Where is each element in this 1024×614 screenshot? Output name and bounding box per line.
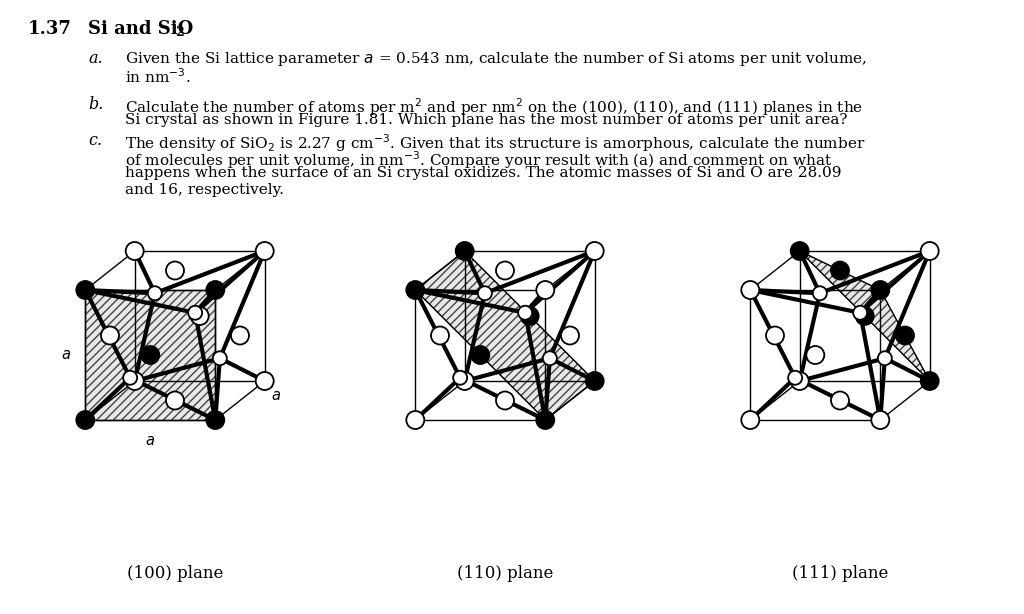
Circle shape bbox=[256, 242, 273, 260]
Circle shape bbox=[456, 242, 474, 260]
Text: 1.37: 1.37 bbox=[28, 20, 72, 38]
Circle shape bbox=[537, 411, 554, 429]
Circle shape bbox=[126, 372, 143, 390]
Circle shape bbox=[520, 307, 539, 325]
Circle shape bbox=[407, 411, 424, 429]
Circle shape bbox=[407, 281, 424, 299]
Text: $a$: $a$ bbox=[270, 389, 281, 403]
Text: c.: c. bbox=[88, 132, 102, 149]
Circle shape bbox=[126, 242, 143, 260]
Circle shape bbox=[123, 371, 137, 385]
Circle shape bbox=[806, 346, 824, 364]
Circle shape bbox=[741, 411, 760, 429]
Circle shape bbox=[871, 281, 889, 299]
Circle shape bbox=[190, 307, 209, 325]
Circle shape bbox=[188, 306, 202, 320]
Circle shape bbox=[561, 327, 579, 344]
Text: (100) plane: (100) plane bbox=[127, 565, 223, 582]
Circle shape bbox=[77, 281, 94, 299]
Circle shape bbox=[478, 286, 492, 300]
Circle shape bbox=[856, 307, 873, 325]
Circle shape bbox=[496, 262, 514, 279]
Text: and 16, respectively.: and 16, respectively. bbox=[125, 183, 284, 197]
Circle shape bbox=[921, 372, 939, 390]
Circle shape bbox=[206, 281, 224, 299]
Polygon shape bbox=[85, 290, 215, 420]
Text: a.: a. bbox=[88, 50, 102, 67]
Circle shape bbox=[77, 411, 94, 429]
Circle shape bbox=[831, 262, 849, 279]
Text: Si and SiO: Si and SiO bbox=[88, 20, 194, 38]
Circle shape bbox=[791, 372, 809, 390]
Circle shape bbox=[496, 392, 514, 410]
Circle shape bbox=[766, 327, 784, 344]
Circle shape bbox=[454, 371, 467, 385]
Circle shape bbox=[256, 372, 273, 390]
Text: 2: 2 bbox=[175, 26, 183, 39]
Circle shape bbox=[431, 327, 449, 344]
Polygon shape bbox=[800, 251, 930, 381]
Circle shape bbox=[537, 281, 554, 299]
Circle shape bbox=[878, 351, 892, 365]
Text: (111) plane: (111) plane bbox=[792, 565, 888, 582]
Text: of molecules per unit volume, in nm$^{-3}$. Compare your result with (a) and com: of molecules per unit volume, in nm$^{-3… bbox=[125, 149, 833, 171]
Text: b.: b. bbox=[88, 96, 103, 113]
Circle shape bbox=[831, 392, 849, 410]
Text: in nm$^{-3}$.: in nm$^{-3}$. bbox=[125, 67, 190, 86]
Circle shape bbox=[213, 351, 227, 365]
Text: Calculate the number of atoms per m$^{2}$ and per nm$^{2}$ on the (100), (110), : Calculate the number of atoms per m$^{2}… bbox=[125, 96, 863, 118]
Text: Given the Si lattice parameter $a$ = 0.543 nm, calculate the number of Si atoms : Given the Si lattice parameter $a$ = 0.5… bbox=[125, 50, 867, 68]
Circle shape bbox=[166, 392, 184, 410]
Text: $a$: $a$ bbox=[61, 348, 72, 362]
Circle shape bbox=[853, 306, 867, 320]
Circle shape bbox=[921, 242, 939, 260]
Circle shape bbox=[471, 346, 489, 364]
Circle shape bbox=[871, 411, 889, 429]
Circle shape bbox=[741, 281, 760, 299]
Circle shape bbox=[586, 372, 604, 390]
Circle shape bbox=[456, 372, 474, 390]
Circle shape bbox=[586, 242, 604, 260]
Circle shape bbox=[791, 242, 809, 260]
Text: The density of SiO$_2$ is 2.27 g cm$^{-3}$. Given that its structure is amorphou: The density of SiO$_2$ is 2.27 g cm$^{-3… bbox=[125, 132, 865, 154]
Circle shape bbox=[896, 327, 914, 344]
Text: $a$: $a$ bbox=[145, 434, 156, 448]
Circle shape bbox=[813, 286, 826, 300]
Polygon shape bbox=[416, 251, 595, 420]
Circle shape bbox=[231, 327, 249, 344]
Circle shape bbox=[141, 346, 160, 364]
Text: (110) plane: (110) plane bbox=[457, 565, 553, 582]
Circle shape bbox=[543, 351, 557, 365]
Text: happens when the surface of an Si crystal oxidizes. The atomic masses of Si and : happens when the surface of an Si crysta… bbox=[125, 166, 842, 180]
Circle shape bbox=[518, 306, 532, 320]
Text: Si crystal as shown in Figure 1.81. Which plane has the most number of atoms per: Si crystal as shown in Figure 1.81. Whic… bbox=[125, 113, 848, 127]
Circle shape bbox=[147, 286, 162, 300]
Circle shape bbox=[788, 371, 802, 385]
Circle shape bbox=[206, 411, 224, 429]
Circle shape bbox=[101, 327, 119, 344]
Circle shape bbox=[166, 262, 184, 279]
